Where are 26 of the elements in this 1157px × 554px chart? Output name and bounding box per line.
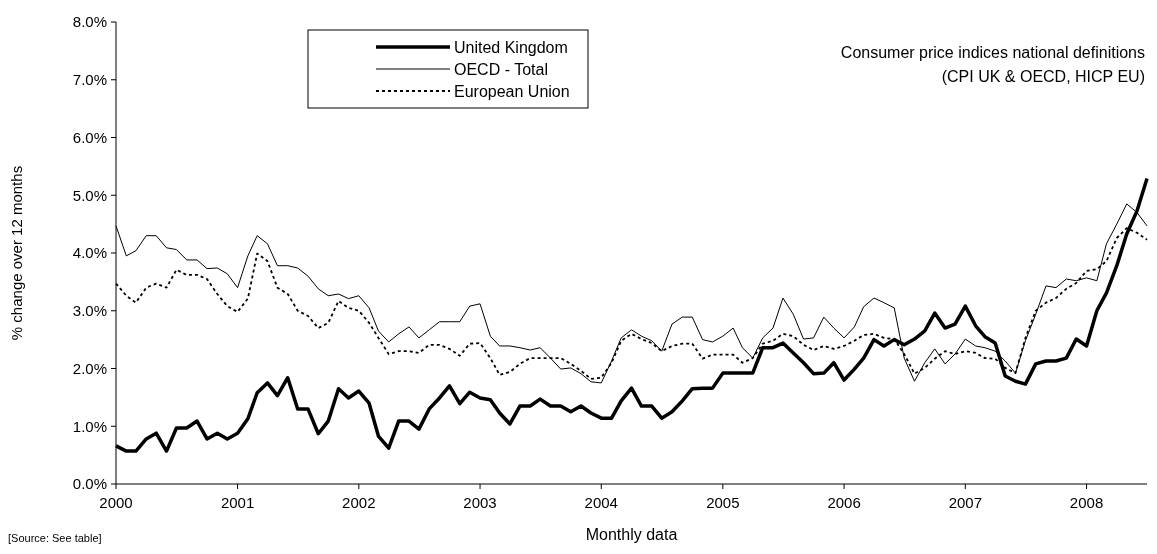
y-tick-label: 3.0% <box>72 302 107 319</box>
legend-label: European Union <box>454 82 570 100</box>
y-tick-label: 5.0% <box>72 186 107 204</box>
x-tick-label: 2000 <box>99 494 133 511</box>
x-tick-label: 2002 <box>342 494 376 511</box>
y-tick-label: 8.0% <box>72 13 107 31</box>
y-tick-label: 0.0% <box>72 475 107 493</box>
text: [Source: See table] <box>8 532 102 544</box>
y-tick-label: 7.0% <box>72 71 107 88</box>
x-tick-label: 2008 <box>1069 494 1104 511</box>
y-axis-title: % change over 12 months <box>8 165 25 341</box>
x-tick-label: 2001 <box>220 494 255 511</box>
annotation: (CPI UK & OECD, HICP EU) <box>941 68 1145 85</box>
x-tick-label: 2007 <box>948 494 982 511</box>
y-tick-label: 6.0% <box>72 128 107 146</box>
x-tick-label: 2004 <box>584 494 618 511</box>
x-tick-label: 2006 <box>827 494 861 511</box>
legend-label: OECD - Total <box>454 60 548 78</box>
y-tick-label: 2.0% <box>72 359 107 377</box>
legend-label: United Kingdom <box>454 38 568 56</box>
x-tick-label: 2005 <box>706 494 740 511</box>
x-tick-label: 2003 <box>463 494 497 511</box>
y-tick-label: 1.0% <box>72 417 107 435</box>
annotation: Consumer price indices national definitions <box>840 44 1145 61</box>
y-tick-label: 4.0% <box>72 244 107 262</box>
x-axis-title: Monthly data <box>585 526 678 543</box>
